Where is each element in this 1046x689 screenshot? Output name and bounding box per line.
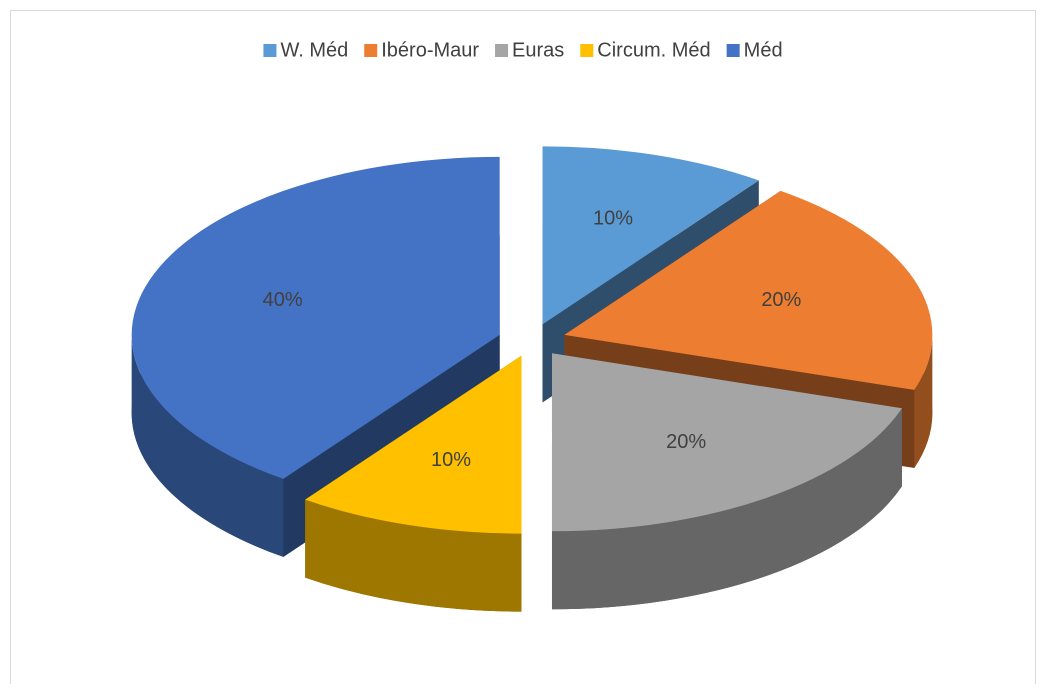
slice-wall [131,334,284,557]
slice [551,353,902,532]
data-label: 10% [593,208,633,230]
legend-swatch [495,44,509,57]
legend-swatch [364,44,378,57]
slice-wall [914,334,933,468]
slice [542,146,759,325]
slice [305,355,522,534]
legend-swatch [580,44,594,57]
legend-swatch [263,44,277,57]
legend-swatch [726,44,740,57]
data-label: 10% [431,449,471,471]
data-label: 20% [761,289,801,311]
slice [564,190,933,390]
slice: 10% [305,355,522,612]
legend-label: Méd [744,39,783,61]
slice: 20% [551,353,902,610]
slice [131,156,500,479]
data-label: 20% [666,431,706,453]
legend-label: W. Méd [280,39,348,61]
legend-label: Circum. Méd [597,39,710,61]
slice-wall [551,408,902,610]
legend-label: Ibéro-Maur [381,39,479,61]
legend-label: Euras [512,39,564,61]
slice: 40% [131,156,500,557]
data-label: 40% [263,289,303,311]
slice-wall [305,499,522,612]
legend: W. Méd Ibéro-Maur Euras Circum. Méd Méd [263,39,783,61]
